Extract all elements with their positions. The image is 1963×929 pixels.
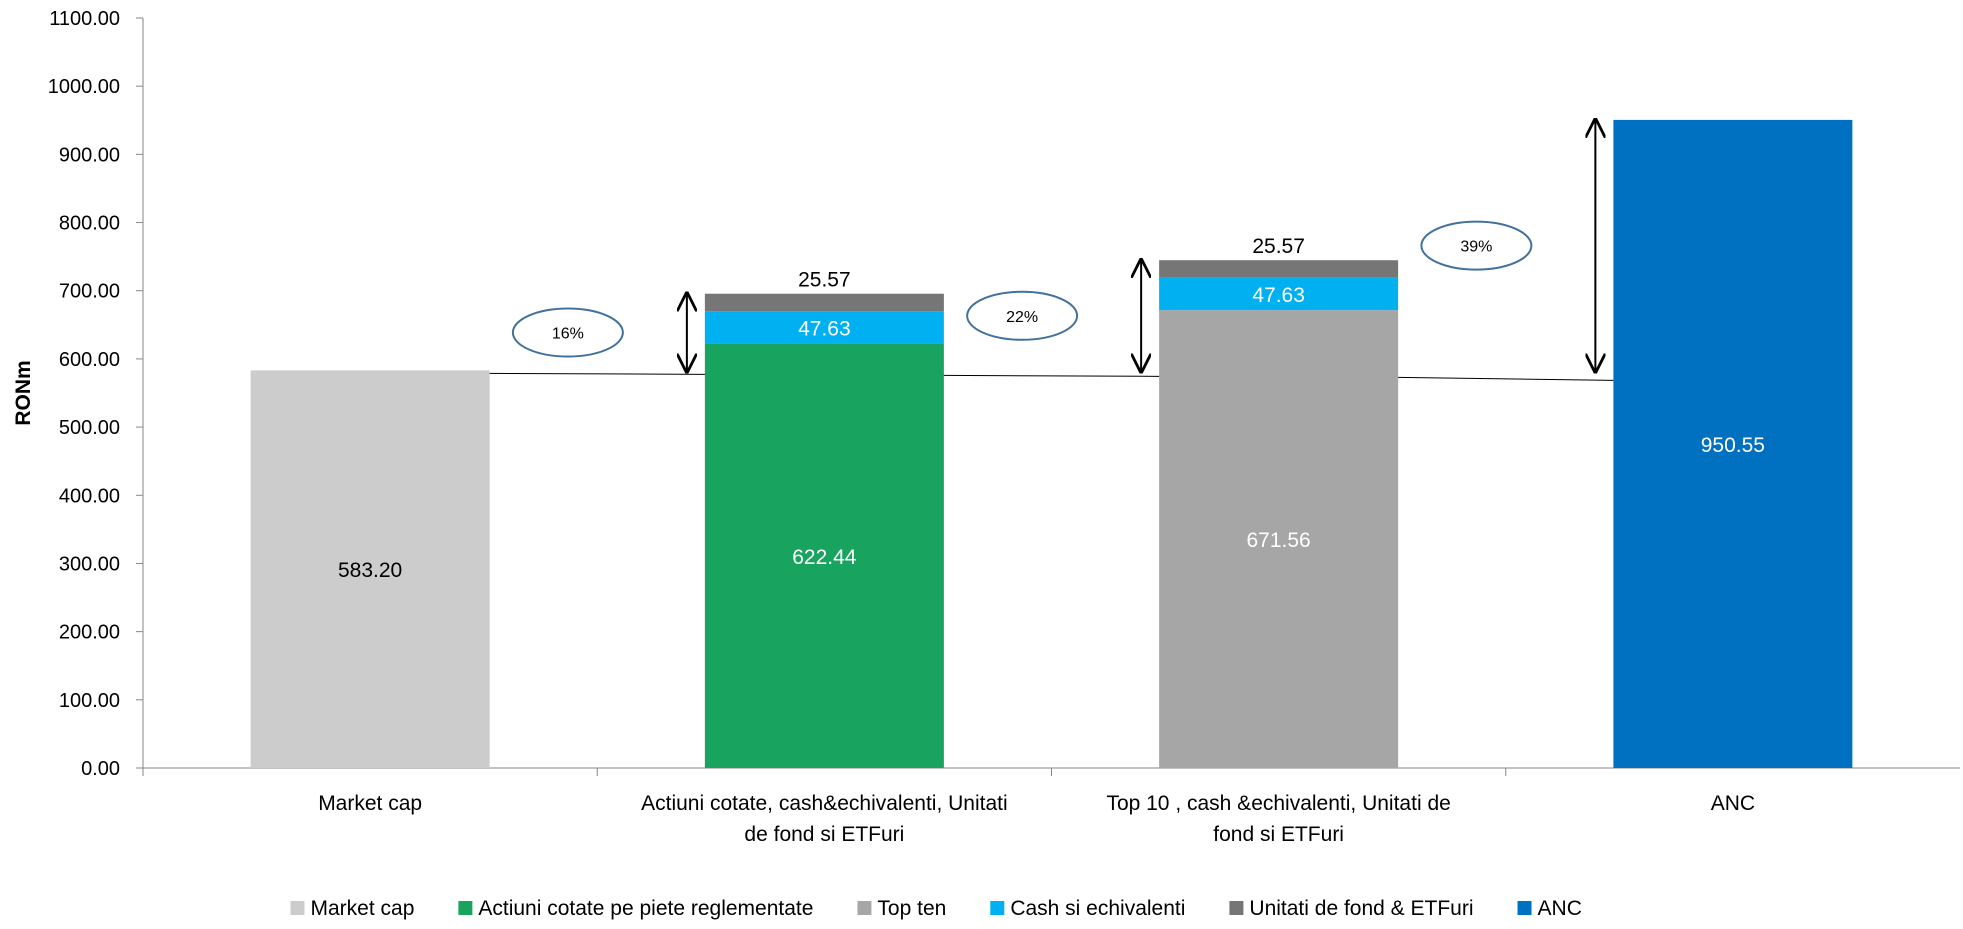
y-tick-label: 1100.00: [49, 8, 120, 30]
data-label: 47.63: [798, 317, 851, 340]
x-category-label: ANC: [1711, 792, 1755, 815]
legend-swatch: [290, 901, 305, 915]
y-tick-label: 400.00: [59, 485, 120, 507]
y-tick-label: 800.00: [59, 213, 120, 235]
connector-line: [1398, 376, 1614, 381]
percentage-ellipse: [966, 290, 1079, 341]
y-tick-label: 500.00: [59, 417, 120, 439]
bar-segment: [1159, 260, 1399, 278]
percentage-ellipse: [511, 307, 624, 358]
x-category-label: Actiuni cotate, cash&echivalenti, Unitat…: [641, 792, 1008, 815]
data-label: 25.57: [798, 269, 851, 292]
plot-area: 0.00 100.00 200.00 300.00 400.00 500.00 600.00…: [12, 8, 1960, 846]
legend-label: Cash si echivalenti: [1010, 897, 1185, 920]
legend-swatch: [1229, 901, 1244, 915]
legend-swatch: [1517, 901, 1532, 915]
bar-segment: [704, 311, 944, 344]
percentage-ellipse: [1420, 220, 1533, 271]
y-tick-label: 100.00: [59, 690, 120, 712]
data-label: 671.56: [1247, 529, 1311, 552]
data-label: 47.63: [1252, 284, 1305, 307]
y-tick-label: 0.00: [81, 758, 120, 780]
x-category-label: Top 10 , cash &echivalenti, Unitati de: [1106, 792, 1450, 815]
data-label: 622.44: [792, 546, 857, 569]
x-category-label: fond si ETFuri: [1213, 823, 1344, 846]
percentage-label: 39%: [1460, 239, 1492, 256]
bar-segment: [704, 293, 944, 312]
y-tick-label: 300.00: [59, 553, 120, 575]
connector-line: [943, 374, 1160, 377]
y-tick-label: 1000.00: [48, 76, 120, 98]
y-tick-label: 600.00: [59, 349, 120, 371]
percentage-label: 22%: [1006, 309, 1038, 326]
bar-segment: [250, 370, 490, 768]
y-axis-title: RONm: [12, 360, 35, 425]
data-label: 950.55: [1701, 434, 1765, 457]
data-label: 25.57: [1252, 235, 1305, 258]
y-tick-label: 200.00: [59, 622, 120, 644]
connector-line: [489, 372, 705, 375]
y-tick-label: 700.00: [59, 281, 120, 303]
data-label: 583.20: [338, 559, 402, 582]
legend-swatch: [458, 901, 473, 915]
bar-segment: [1159, 277, 1399, 311]
bar-segment: [1159, 310, 1399, 768]
x-category-label: de fond si ETFuri: [744, 823, 904, 846]
legend-swatch: [990, 901, 1005, 915]
percentage-label: 16%: [552, 326, 584, 343]
legend-label: Top ten: [877, 897, 946, 920]
legend-label: Actiuni cotate pe piete reglementate: [478, 897, 813, 920]
y-tick-label: 900.00: [59, 144, 120, 166]
x-category-label: Market cap: [318, 792, 422, 815]
legend-label: ANC: [1538, 897, 1582, 920]
legend-label: Unitati de fond & ETFuri: [1249, 897, 1473, 920]
legend: Market cap Actiuni cotate pe piete reglem…: [290, 897, 1582, 920]
bar-segment: [704, 343, 944, 768]
bar-segment: [1613, 119, 1853, 769]
legend-label: Market cap: [311, 897, 415, 920]
legend-swatch: [857, 901, 872, 915]
